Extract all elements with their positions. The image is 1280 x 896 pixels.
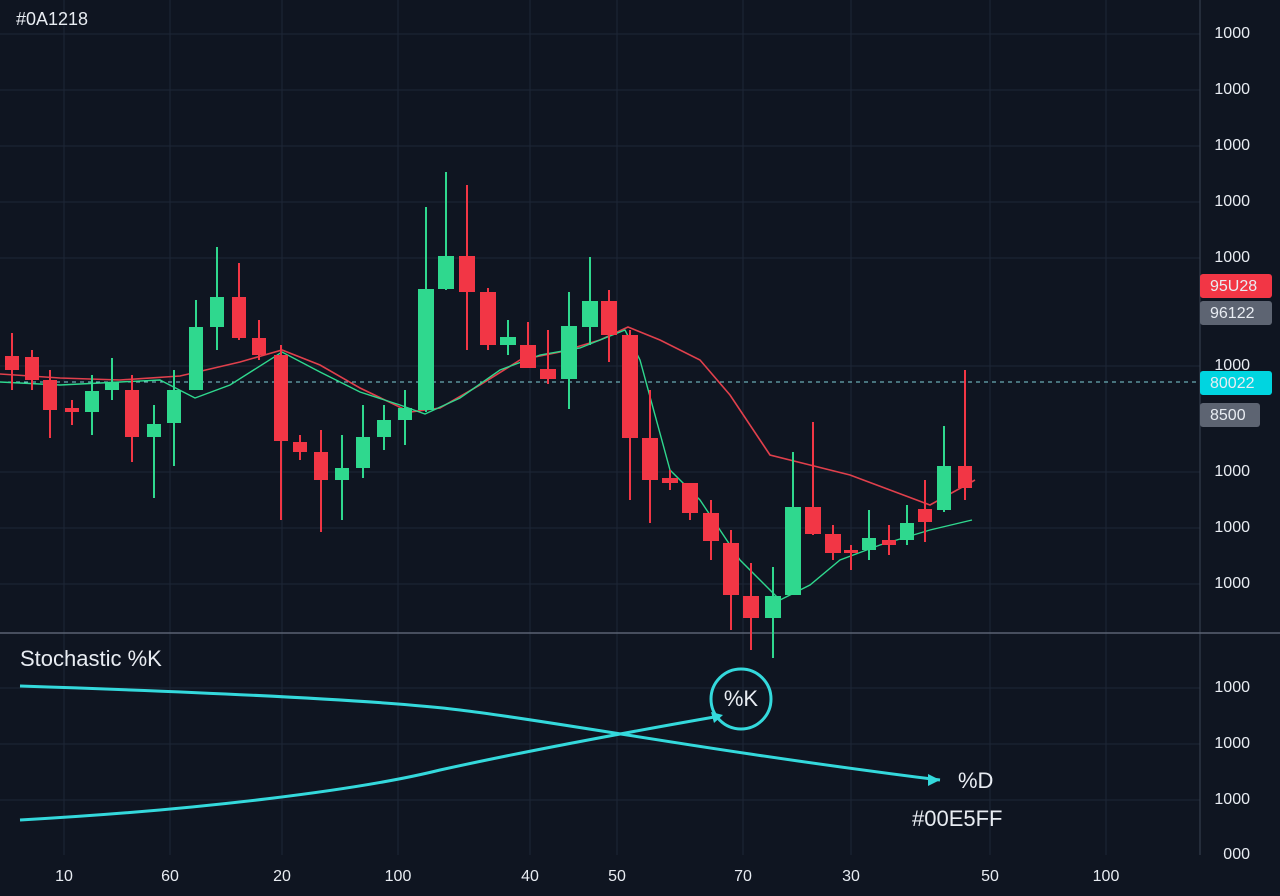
time-label: 50 bbox=[608, 868, 626, 885]
color-note: #00E5FF bbox=[912, 806, 1003, 831]
price-label: 1000 bbox=[1214, 81, 1250, 98]
indicator-title: Stochastic %K bbox=[20, 646, 162, 671]
k-circle bbox=[709, 667, 773, 731]
price-tag-bg bbox=[1200, 301, 1272, 325]
price-label: 1000 bbox=[1214, 193, 1250, 210]
k-label: %K bbox=[724, 686, 759, 711]
price-label: 1000 bbox=[1214, 357, 1250, 374]
price-tag: 95U28 bbox=[1210, 278, 1257, 295]
time-label: 100 bbox=[1093, 868, 1120, 885]
time-label: 70 bbox=[734, 868, 752, 885]
d-label: %D bbox=[958, 768, 993, 793]
stoch-d-line bbox=[19, 684, 941, 782]
indicator-label: 1000 bbox=[1214, 735, 1250, 752]
price-label: 1000 bbox=[1214, 25, 1250, 42]
price-label: 1000 bbox=[1214, 519, 1250, 536]
arrow-d bbox=[928, 774, 940, 786]
price-tag: 8500 bbox=[1210, 407, 1246, 424]
price-label: 1000 bbox=[1214, 463, 1250, 480]
time-label: 40 bbox=[521, 868, 539, 885]
ma-red bbox=[0, 326, 976, 506]
price-tag: 80022 bbox=[1210, 375, 1255, 392]
time-label: 20 bbox=[273, 868, 291, 885]
time-label: 50 bbox=[981, 868, 999, 885]
price-tag-bg bbox=[1200, 371, 1272, 395]
ma-green bbox=[0, 329, 973, 601]
price-tag: 96122 bbox=[1210, 305, 1255, 322]
price-tag-bg bbox=[1200, 274, 1272, 298]
title: #0A1218 bbox=[16, 9, 88, 29]
indicator-label: 1000 bbox=[1214, 679, 1250, 696]
price-label: 1000 bbox=[1214, 575, 1250, 592]
time-label: 30 bbox=[842, 868, 860, 885]
price-label: 1000 bbox=[1214, 249, 1250, 266]
candles bbox=[5, 172, 972, 658]
time-label: 100 bbox=[385, 868, 412, 885]
indicator-label: 1000 bbox=[1214, 791, 1250, 808]
price-tag-bg bbox=[1200, 403, 1260, 427]
price-label: 1000 bbox=[1214, 137, 1250, 154]
grid bbox=[0, 0, 1200, 855]
stoch-k-line bbox=[19, 714, 721, 822]
indicator-label: 000 bbox=[1223, 846, 1250, 863]
time-label: 10 bbox=[55, 868, 73, 885]
time-label: 60 bbox=[161, 868, 179, 885]
